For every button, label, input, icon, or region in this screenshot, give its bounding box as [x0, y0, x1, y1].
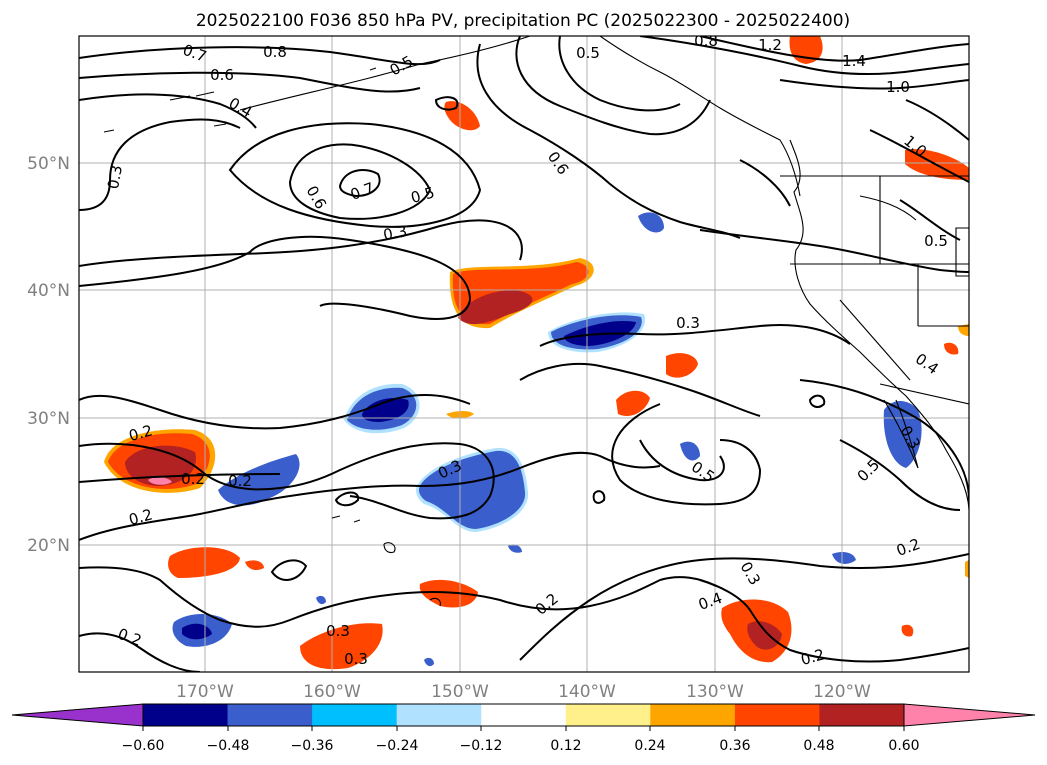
precip-positive-patch	[666, 353, 698, 378]
colorbar-segment	[143, 704, 229, 726]
lon-label: 150°W	[431, 682, 489, 702]
precip-positive-patch	[148, 477, 172, 485]
contour-label: 1.0	[886, 78, 910, 96]
contour-label: 0.2	[228, 472, 252, 490]
colorbar-tick-labels: −0.60 −0.48 −0.36 −0.24 −0.12 0.12 0.24 …	[122, 738, 920, 754]
precip-positive-patch	[944, 342, 959, 355]
precip-negative-patch	[418, 450, 526, 529]
contour-label: 0.5	[576, 44, 600, 62]
precip-negative-patch	[424, 657, 434, 667]
coastlines	[103, 36, 969, 607]
precip-positive-patch	[747, 621, 782, 650]
colorbar-extend-high	[903, 703, 1036, 727]
contour-label: 0.8	[263, 43, 287, 61]
precip-positive-patch	[901, 624, 914, 637]
colorbar-tick-label: 0.24	[634, 738, 665, 754]
colorbar-tick-label: −0.48	[207, 738, 250, 754]
precip-positive-patch	[965, 560, 969, 578]
colorbar-tick-label: 0.60	[888, 738, 919, 754]
contour-label: 0.2	[127, 505, 155, 529]
precip-negative-patch	[218, 454, 300, 506]
lon-label: 120°W	[813, 682, 871, 702]
contour-label: 0.3	[382, 222, 409, 244]
contour-label: 0.2	[799, 645, 827, 669]
lon-label: 130°W	[686, 682, 744, 702]
contour-label: 0.2	[127, 421, 155, 445]
contour-label: 0.3	[326, 622, 350, 640]
colorbar-tick-label: −0.60	[122, 738, 165, 754]
colorbar-segment	[227, 704, 313, 726]
contour-label: 1.2	[758, 36, 782, 54]
precip-positive-patch	[300, 623, 383, 670]
lat-label: 20°N	[27, 536, 70, 556]
colorbar-segment	[819, 704, 905, 726]
precip-negative-patch	[508, 544, 522, 553]
colorbar-segment	[650, 704, 736, 726]
contour-label: 0.8	[694, 32, 718, 50]
chart-title: 2025022100 F036 850 hPa PV, precipitatio…	[196, 11, 850, 31]
map-frame	[78, 35, 970, 673]
lon-label: 160°W	[303, 682, 361, 702]
precip-negative-patch	[832, 552, 856, 564]
colorbar: −0.60 −0.48 −0.36 −0.24 −0.12 0.12 0.24 …	[11, 703, 1036, 754]
map-area: 0.8 0.7 0.6 0.5 0.4 0.3 0.6 0.7 0.5 0.3 …	[79, 32, 969, 672]
contour-label: 1.4	[842, 52, 866, 70]
colorbar-ticks	[142, 726, 905, 731]
precip-positive-patch	[616, 390, 650, 417]
lat-label: 40°N	[27, 281, 70, 301]
colorbar-segment	[734, 704, 820, 726]
lon-label: 170°W	[176, 682, 234, 702]
contour-label: 0.6	[210, 66, 234, 84]
colorbar-tick-label: 0.12	[550, 738, 581, 754]
colorbar-tick-label: −0.24	[376, 738, 419, 754]
contour-label: 0.2	[181, 470, 205, 488]
precip-negative-patch	[362, 397, 409, 422]
gridlines	[79, 36, 969, 672]
precip-positive-patch	[458, 290, 533, 325]
colorbar-tick-label: 0.48	[803, 738, 834, 754]
colorbar-segments	[143, 704, 905, 726]
colorbar-tick-label: −0.12	[460, 738, 503, 754]
colorbar-tick-label: −0.36	[291, 738, 334, 754]
colorbar-segment	[396, 704, 482, 726]
precip-positive-patch	[245, 560, 264, 570]
contour-label: 0.5	[924, 232, 948, 250]
colorbar-extend-low	[11, 703, 144, 727]
precip-positive-patch	[419, 579, 478, 608]
lon-label: 140°W	[558, 682, 616, 702]
colorbar-tick-label: 0.36	[719, 738, 750, 754]
precip-negative-patch	[316, 595, 326, 605]
lat-label: 30°N	[27, 409, 70, 429]
precip-positive-patch	[168, 547, 240, 578]
colorbar-segment	[312, 704, 398, 726]
colorbar-segment	[481, 704, 567, 726]
contour-label: 0.5	[409, 183, 437, 207]
precip-positive-patch	[958, 324, 969, 336]
colorbar-segment	[565, 704, 651, 726]
colorbar-frame	[142, 703, 905, 727]
contour-label: 0.3	[676, 314, 700, 332]
contour-label: 0.3	[344, 650, 368, 668]
contour-label: 0.3	[104, 164, 126, 191]
precip-negative-patch	[680, 441, 700, 461]
lat-label: 50°N	[27, 154, 70, 174]
precip-negative-patch	[638, 212, 664, 233]
lat-labels: 50°N 40°N 30°N 20°N	[27, 154, 70, 556]
pv-contours	[79, 36, 969, 672]
lon-labels: 170°W 160°W 150°W 140°W 130°W 120°W	[176, 682, 871, 702]
